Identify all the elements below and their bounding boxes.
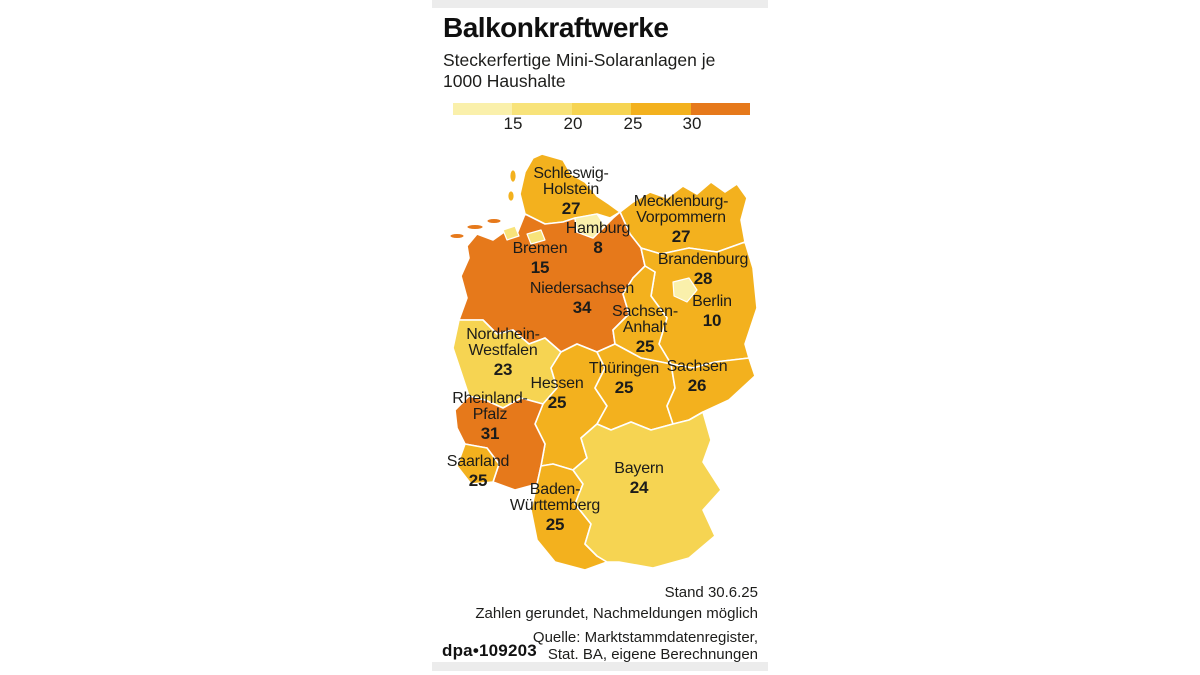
state-shape-sachsen: [666, 357, 756, 425]
state-value: 28: [693, 269, 713, 288]
state-label-rheinland-pfalz: Rheinland- Pfalz 31: [452, 390, 528, 443]
state-label-sachsen-anhalt: Sachsen- Anhalt 25: [612, 303, 678, 356]
state-name: Berlin: [692, 293, 732, 310]
state-name: Sachsen-: [612, 303, 678, 320]
state-value: 25: [545, 515, 565, 534]
legend-tick-15: 15: [503, 114, 523, 133]
state-value: 23: [493, 360, 513, 379]
state-name: Bayern: [614, 460, 664, 477]
state-value: 25: [547, 393, 567, 412]
state-label-hamburg: Hamburg 8: [565, 220, 631, 257]
state-value: 8: [593, 238, 603, 257]
state-shape-bayern: [572, 411, 722, 569]
state-shape-bremen: [526, 229, 546, 245]
state-shape-saarland: [456, 443, 500, 485]
source-line1: Quelle: Marktstammdatenregister,: [532, 629, 758, 646]
island-east-frisia-2: [466, 224, 484, 230]
state-value: 25: [468, 471, 488, 490]
data-note: Zahlen gerundet, Nachmeldungen möglich: [475, 605, 758, 622]
state-value: 25: [635, 337, 655, 356]
state-value: 24: [629, 478, 649, 497]
state-value: 26: [687, 376, 707, 395]
state-name: Sachsen: [666, 358, 728, 375]
legend-segment-4: [631, 103, 691, 115]
chart-subtitle-line1: Steckerfertige Mini-Solaranlagen je: [443, 50, 716, 70]
state-name: Thüringen: [588, 360, 660, 377]
state-name: Nordrhein-: [466, 326, 540, 343]
state-label-bayern: Bayern 24: [614, 460, 664, 497]
state-name: Vorpommern: [636, 209, 726, 226]
state-value: 10: [702, 311, 722, 330]
state-name: Anhalt: [622, 319, 668, 336]
state-name: Pfalz: [472, 406, 508, 423]
state-value: 34: [572, 298, 592, 317]
state-name: Brandenburg: [657, 251, 749, 268]
state-name: Rheinland-: [452, 390, 528, 407]
state-name: Hessen: [530, 375, 584, 392]
state-label-berlin: Berlin 10: [692, 293, 732, 330]
state-name: Westfalen: [468, 342, 538, 359]
chart-subtitle: Steckerfertige Mini-Solaranlagen je 1000…: [443, 50, 773, 92]
state-label-nordrhein-westfalen: Nordrhein- Westfalen 23: [466, 326, 540, 379]
legend-tick-20: 20: [563, 114, 583, 133]
color-legend-bar: [453, 103, 751, 115]
state-name: Württemberg: [509, 497, 601, 514]
island-north-frisia-2: [507, 190, 515, 202]
top-divider-bar: [432, 0, 768, 8]
island-east-frisia-1: [449, 233, 465, 239]
state-label-thueringen: Thüringen 25: [588, 360, 660, 397]
state-label-sachsen: Sachsen 26: [666, 358, 728, 395]
state-name: Bremen: [512, 240, 568, 257]
legend-tick-25: 25: [623, 114, 643, 133]
state-label-niedersachsen: Niedersachsen 34: [529, 280, 635, 317]
bottom-divider-bar: [432, 662, 768, 671]
state-name: Mecklenburg-: [633, 193, 729, 210]
legend-segment-5: [690, 103, 751, 115]
state-name: Baden-: [529, 481, 581, 498]
state-value: 27: [561, 199, 581, 218]
chart-subtitle-line2: 1000 Haushalte: [443, 71, 566, 91]
legend-segment-3: [571, 103, 632, 115]
state-shape-bremerhaven: [502, 225, 520, 241]
state-label-baden-wuerttemberg: Baden- Württemberg 25: [509, 481, 601, 534]
island-north-frisia-1: [509, 169, 517, 183]
germany-map-svg: [449, 153, 758, 571]
state-name: Saarland: [446, 453, 510, 470]
state-name: Hamburg: [565, 220, 631, 237]
state-label-brandenburg: Brandenburg 28: [657, 251, 749, 288]
dpa-credit: dpa•109203: [442, 641, 537, 660]
state-label-hessen: Hessen 25: [530, 375, 584, 412]
state-shape-berlin: [672, 277, 698, 303]
as-of-date: Stand 30.6.25: [664, 584, 758, 601]
germany-choropleth-map: [445, 148, 765, 578]
source-line2: Stat. BA, eigene Berechnungen: [547, 646, 758, 663]
chart-title: Balkonkraftwerke: [443, 12, 669, 43]
legend-segment-1: [453, 103, 513, 115]
legend-tick-30: 30: [682, 114, 702, 133]
state-label-bremen: Bremen 15: [512, 240, 568, 277]
state-value: 27: [671, 227, 691, 246]
state-name: Holstein: [542, 181, 600, 198]
state-name: Niedersachsen: [529, 280, 635, 297]
state-label-schleswig-holstein: Schleswig- Holstein 27: [533, 165, 609, 218]
state-name: Schleswig-: [533, 165, 609, 182]
state-label-mecklenburg-vorpommern: Mecklenburg- Vorpommern 27: [633, 193, 729, 246]
state-label-saarland: Saarland 25: [446, 453, 510, 490]
state-value: 15: [530, 258, 550, 277]
state-value: 31: [480, 424, 500, 443]
island-east-frisia-3: [486, 218, 502, 224]
state-shape-hamburg: [574, 213, 606, 239]
legend-segment-2: [512, 103, 572, 115]
state-value: 25: [614, 378, 634, 397]
